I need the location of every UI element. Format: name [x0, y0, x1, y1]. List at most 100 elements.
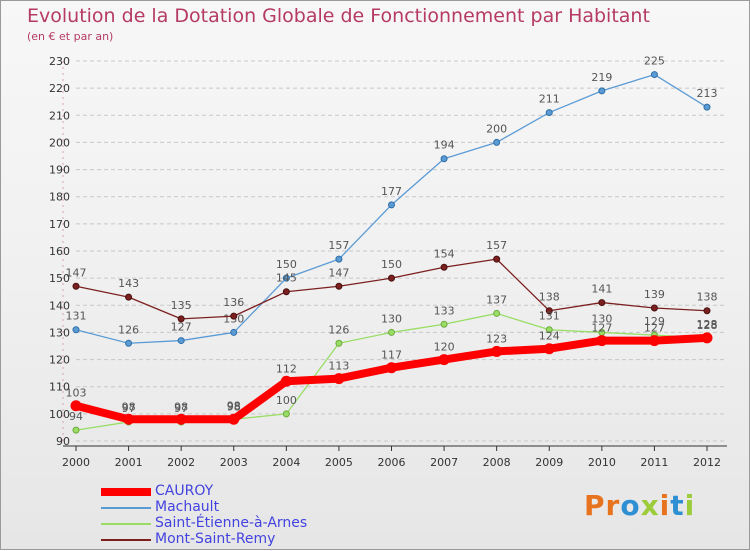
data-label: 100	[276, 394, 297, 407]
data-point	[72, 282, 80, 290]
data-label: 120	[434, 341, 455, 354]
data-point	[388, 274, 395, 282]
data-label: 128	[697, 318, 718, 331]
data-point	[282, 288, 290, 296]
data-point	[125, 339, 133, 347]
logo-letter: t	[670, 489, 685, 522]
data-label: 94	[69, 410, 83, 423]
data-label: 127	[171, 321, 192, 334]
logo-letter: x	[640, 489, 660, 522]
data-point	[335, 339, 343, 347]
x-tick-label: 2012	[693, 456, 721, 469]
data-label: 137	[486, 293, 507, 306]
data-label: 98	[122, 400, 136, 413]
data-label: 113	[328, 360, 349, 373]
legend-label: Mont-Saint-Remy	[155, 531, 276, 547]
y-tick-label: 110	[49, 381, 70, 394]
x-tick-label: 2001	[115, 456, 143, 469]
y-tick-label: 200	[49, 136, 70, 149]
data-point	[703, 103, 711, 111]
data-label: 112	[276, 362, 297, 375]
data-point	[440, 320, 448, 328]
x-tick-label: 2009	[535, 456, 563, 469]
data-point	[648, 335, 660, 347]
data-label: 200	[486, 122, 507, 135]
data-label: 97	[174, 402, 188, 415]
data-point	[177, 337, 185, 345]
data-label: 98	[174, 400, 188, 413]
data-label: 123	[486, 332, 507, 345]
data-label: 136	[223, 296, 244, 309]
data-point	[493, 309, 501, 317]
data-point	[440, 263, 448, 271]
data-point	[545, 307, 553, 315]
data-point	[177, 315, 185, 323]
data-point	[386, 362, 397, 374]
data-label: 133	[434, 304, 455, 317]
data-label: 138	[539, 291, 560, 304]
logo-letter: P	[584, 489, 606, 522]
data-point	[280, 375, 292, 387]
x-tick-label: 2010	[588, 456, 616, 469]
logo-letter: i	[659, 489, 671, 522]
data-point	[545, 109, 553, 117]
data-label: 129	[644, 315, 665, 328]
data-label: 139	[644, 288, 665, 301]
x-tick-label: 2006	[378, 456, 406, 469]
data-point	[701, 332, 713, 344]
y-tick-label: 190	[49, 164, 70, 177]
data-label: 117	[381, 349, 402, 362]
x-tick-label: 2003	[220, 456, 248, 469]
data-point	[72, 426, 80, 434]
data-point	[70, 400, 82, 412]
data-point	[598, 299, 606, 307]
y-tick-label: 100	[49, 408, 70, 421]
x-tick-label: 2007	[430, 456, 458, 469]
data-point	[333, 373, 345, 385]
y-tick-label: 150	[49, 272, 70, 285]
data-point	[175, 413, 187, 425]
y-tick-label: 220	[49, 82, 70, 95]
data-label: 154	[434, 247, 455, 260]
data-point	[703, 307, 711, 315]
data-point	[388, 201, 395, 209]
data-label: 194	[434, 139, 455, 152]
data-label: 127	[644, 322, 665, 335]
data-label: 145	[276, 272, 297, 285]
data-point	[438, 354, 450, 366]
data-point	[598, 87, 606, 95]
data-point	[596, 335, 608, 347]
data-label: 130	[591, 312, 612, 325]
data-label: 141	[591, 283, 612, 296]
data-label: 127	[591, 322, 612, 335]
data-point	[335, 282, 343, 290]
data-label: 213	[697, 87, 718, 100]
data-label: 131	[66, 310, 87, 323]
data-label: 103	[66, 387, 87, 400]
data-point	[493, 138, 501, 146]
data-point	[72, 326, 80, 334]
data-point	[335, 255, 343, 263]
data-label: 225	[644, 55, 665, 68]
y-tick-label: 180	[49, 191, 70, 204]
legend-swatch	[101, 523, 151, 525]
data-point	[650, 304, 658, 312]
y-tick-label: 170	[49, 218, 70, 231]
y-tick-label: 230	[49, 55, 70, 68]
data-point	[228, 413, 240, 425]
data-label: 147	[328, 266, 349, 279]
data-label: 97	[122, 402, 136, 415]
y-tick-label: 90	[56, 435, 70, 448]
x-tick-label: 2000	[62, 456, 90, 469]
x-tick-label: 2004	[272, 456, 300, 469]
data-point	[125, 293, 133, 301]
data-point	[491, 345, 503, 357]
logo-letter: o	[620, 489, 641, 522]
x-tick-label: 2002	[167, 456, 195, 469]
legend-label: Saint-Étienne-à-Arnes	[155, 515, 308, 531]
proxiti-logo: Proxiti	[584, 489, 695, 522]
legend-label: CAUROY	[155, 483, 214, 499]
chart-title: Evolution de la Dotation Globale de Fonc…	[27, 5, 650, 27]
